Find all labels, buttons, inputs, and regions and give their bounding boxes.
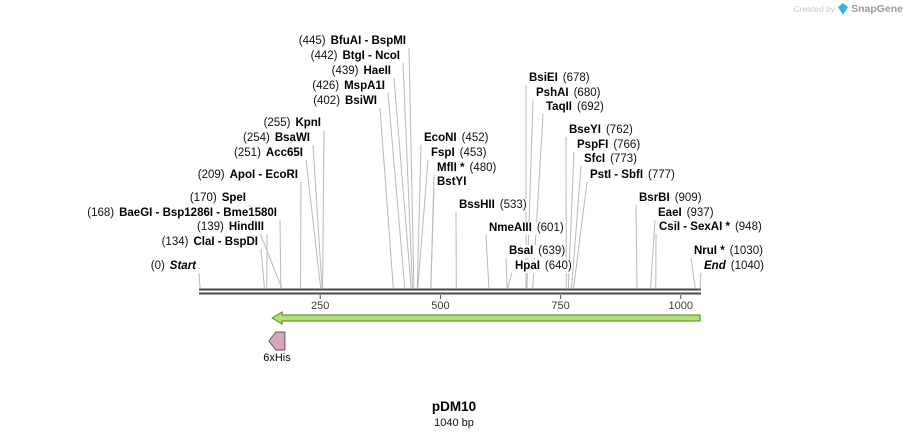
watermark: Created by SnapGene [793,3,903,15]
leader-line [312,144,323,289]
leader-line [279,219,282,289]
watermark-brand-text: SnapGene [851,3,903,15]
leader-line [571,165,582,289]
plasmid-length: 1040 bp [434,417,474,429]
leader-line [305,159,322,289]
leader-line [505,257,508,289]
leader-line [635,204,638,289]
ruler-tick-label: 1000 [669,300,693,312]
plasmid-name: pDM10 [431,399,477,414]
plasmid-title-block: pDM10 1040 bp [0,399,908,429]
his-tag-arrow [268,331,286,351]
leader-line [379,107,394,289]
leader-line [430,188,435,289]
leader-line [650,219,656,289]
orf-arrow [271,311,701,325]
leader-line [526,99,534,289]
leader-line [416,144,422,289]
leader-line [322,129,325,289]
his-tag-label: 6xHis [263,352,291,364]
snapgene-logo-icon [838,3,849,15]
leader-line [532,113,544,289]
ruler-tick-label: 250 [311,300,329,312]
leader-line [260,248,265,289]
leader-line [300,181,302,289]
leader-line [408,47,415,289]
leader-line [417,159,429,289]
leader-line [387,92,406,289]
watermark-created-by-text: Created by [793,4,836,14]
leader-line [507,272,513,289]
leader-line [393,77,412,289]
leader-line [248,204,283,289]
leader-line [699,272,702,289]
leader-line [198,272,201,289]
leader-line [402,62,413,289]
leader-line [573,181,588,289]
leader-line [485,234,490,289]
leader-line [690,257,696,289]
ruler-tick-label: 750 [551,300,569,312]
ruler-tick-label: 500 [431,300,449,312]
